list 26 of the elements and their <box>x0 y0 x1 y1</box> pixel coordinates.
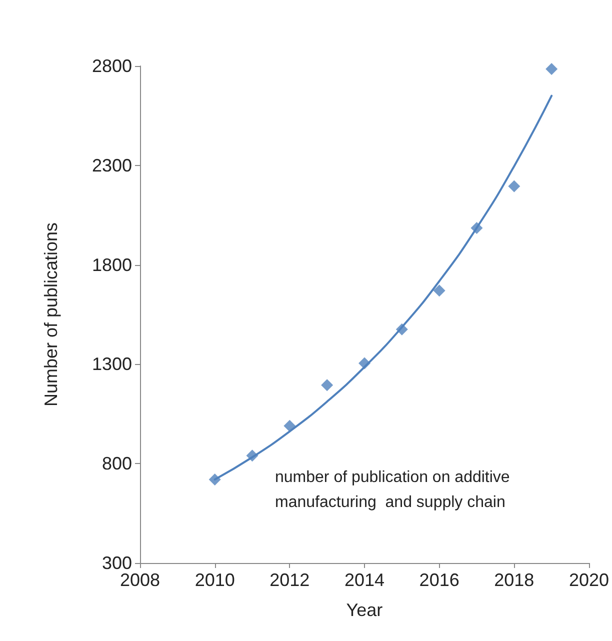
x-tick-label: 2018 <box>494 570 534 590</box>
point <box>246 450 258 462</box>
y-tick-label: 2300 <box>92 155 132 176</box>
point <box>208 474 221 486</box>
y-tick-label: 800 <box>102 454 132 474</box>
y-tick-label: 1300 <box>92 354 132 374</box>
x-tick-label: 2016 <box>419 570 460 590</box>
point <box>396 323 408 336</box>
point <box>321 379 334 392</box>
x-tick-label: 2010 <box>194 570 235 590</box>
y-tick-label: 2800 <box>92 56 132 76</box>
point <box>358 357 370 370</box>
y-tick-label: 1800 <box>92 254 132 275</box>
x-tick-label: 2008 <box>120 570 160 590</box>
point <box>433 284 446 297</box>
annotation: number of publication on additive manufacturing and supply chain <box>275 469 510 511</box>
x-tick-label: 2014 <box>344 570 385 590</box>
x-tick-label: 2020 <box>568 570 609 590</box>
y-tick-label: 300 <box>102 553 132 573</box>
point <box>546 62 558 75</box>
x-axis-title: Year <box>346 600 383 620</box>
point <box>470 222 483 234</box>
x-tick-label: 2012 <box>270 570 310 590</box>
point <box>508 180 520 192</box>
y-axis-title: Number of publications <box>41 222 61 407</box>
point <box>284 420 296 432</box>
